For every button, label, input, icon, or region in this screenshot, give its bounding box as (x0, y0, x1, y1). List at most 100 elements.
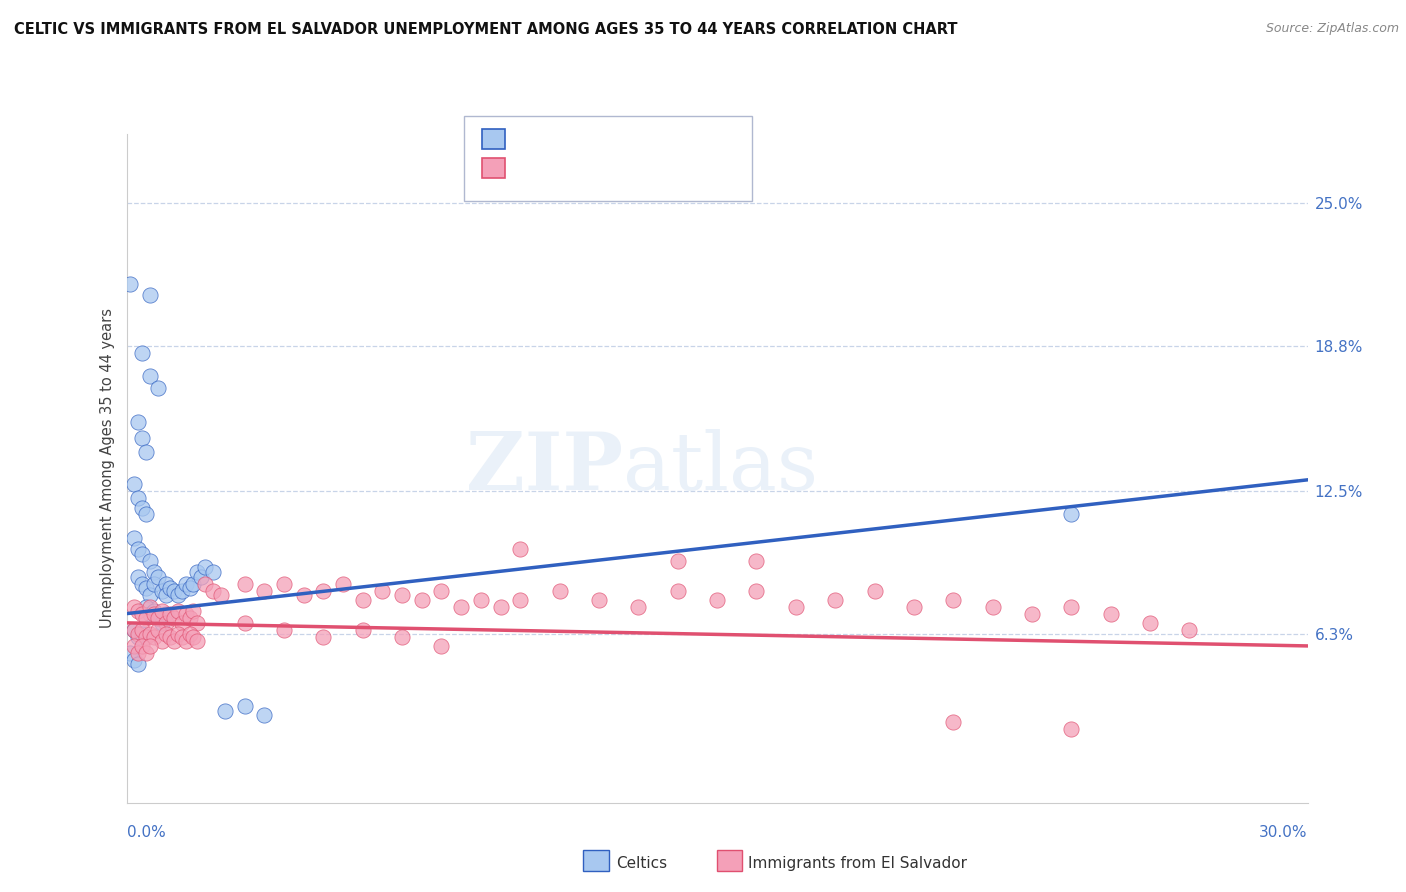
Point (233, 698, 256, 713)
Point (127, 415, 149, 429)
Point (253, 583, 276, 598)
Point (233, 615, 256, 630)
Point (627, 599, 650, 614)
Point (183, 630, 205, 644)
Point (146, 570, 169, 584)
Point (159, 607, 181, 621)
Point (186, 615, 208, 630)
Point (179, 581, 201, 595)
Point (155, 607, 177, 621)
Text: 0.0%: 0.0% (127, 825, 166, 840)
Text: N =: N = (609, 162, 638, 178)
Point (143, 604, 166, 618)
Point (139, 553, 162, 567)
Point (131, 500, 153, 515)
Point (163, 611, 186, 625)
Point (131, 576, 153, 591)
Point (391, 630, 413, 644)
Text: R =: R = (513, 162, 541, 178)
Point (903, 599, 925, 614)
Point (143, 607, 166, 621)
Point (139, 627, 162, 641)
Point (124, 477, 146, 491)
Point (163, 583, 186, 598)
Point (135, 445, 157, 459)
Point (143, 576, 166, 591)
Point (312, 583, 335, 598)
Point (1099, 607, 1122, 621)
Point (1178, 623, 1201, 637)
Point (131, 627, 153, 641)
Point (131, 346, 153, 360)
Point (139, 369, 162, 384)
Point (391, 588, 413, 602)
Point (981, 599, 1004, 614)
Text: Immigrants from El Salvador: Immigrants from El Salvador (748, 856, 967, 871)
Point (411, 592, 433, 607)
Point (1060, 508, 1083, 522)
Point (127, 542, 149, 557)
Point (124, 623, 146, 637)
Point (1060, 722, 1083, 736)
Point (170, 630, 193, 644)
Text: ZIP: ZIP (465, 429, 623, 508)
Point (150, 634, 173, 648)
Point (150, 604, 173, 618)
Point (430, 583, 453, 598)
Point (146, 611, 169, 625)
Point (470, 592, 492, 607)
Point (155, 588, 177, 602)
Point (174, 576, 197, 591)
Point (170, 583, 193, 598)
Point (509, 592, 531, 607)
Point (194, 560, 217, 574)
Point (174, 634, 197, 648)
Point (273, 576, 295, 591)
Point (352, 623, 374, 637)
Point (163, 634, 186, 648)
Point (124, 639, 146, 653)
Point (745, 553, 768, 567)
Text: 82: 82 (647, 162, 668, 178)
Point (179, 611, 201, 625)
Y-axis label: Unemployment Among Ages 35 to 44 years: Unemployment Among Ages 35 to 44 years (100, 309, 115, 628)
Point (1060, 599, 1083, 614)
Point (124, 623, 146, 637)
Text: atlas: atlas (623, 429, 818, 508)
Point (166, 627, 188, 641)
Point (135, 611, 157, 625)
Point (120, 277, 142, 291)
Point (273, 623, 295, 637)
Text: -0.068: -0.068 (555, 162, 610, 178)
Point (155, 576, 177, 591)
Point (170, 615, 193, 630)
Point (190, 570, 212, 584)
Point (166, 588, 188, 602)
Point (253, 708, 276, 723)
Text: Source: ZipAtlas.com: Source: ZipAtlas.com (1265, 22, 1399, 36)
Point (186, 565, 208, 579)
Point (135, 581, 157, 595)
Point (127, 630, 149, 644)
Point (430, 639, 453, 653)
Point (135, 646, 157, 660)
Point (371, 583, 394, 598)
Point (135, 599, 157, 614)
Point (127, 604, 149, 618)
Point (124, 653, 146, 667)
Point (863, 583, 886, 598)
Point (179, 627, 201, 641)
Point (155, 627, 177, 641)
Point (588, 592, 610, 607)
Point (131, 431, 153, 445)
Point (166, 604, 188, 618)
Point (666, 583, 689, 598)
Text: 0.182: 0.182 (555, 134, 603, 149)
Point (131, 607, 153, 621)
Point (183, 576, 205, 591)
Point (209, 588, 232, 602)
Text: R =: R = (513, 134, 541, 149)
Point (155, 615, 177, 630)
Point (509, 542, 531, 557)
Point (127, 657, 149, 672)
